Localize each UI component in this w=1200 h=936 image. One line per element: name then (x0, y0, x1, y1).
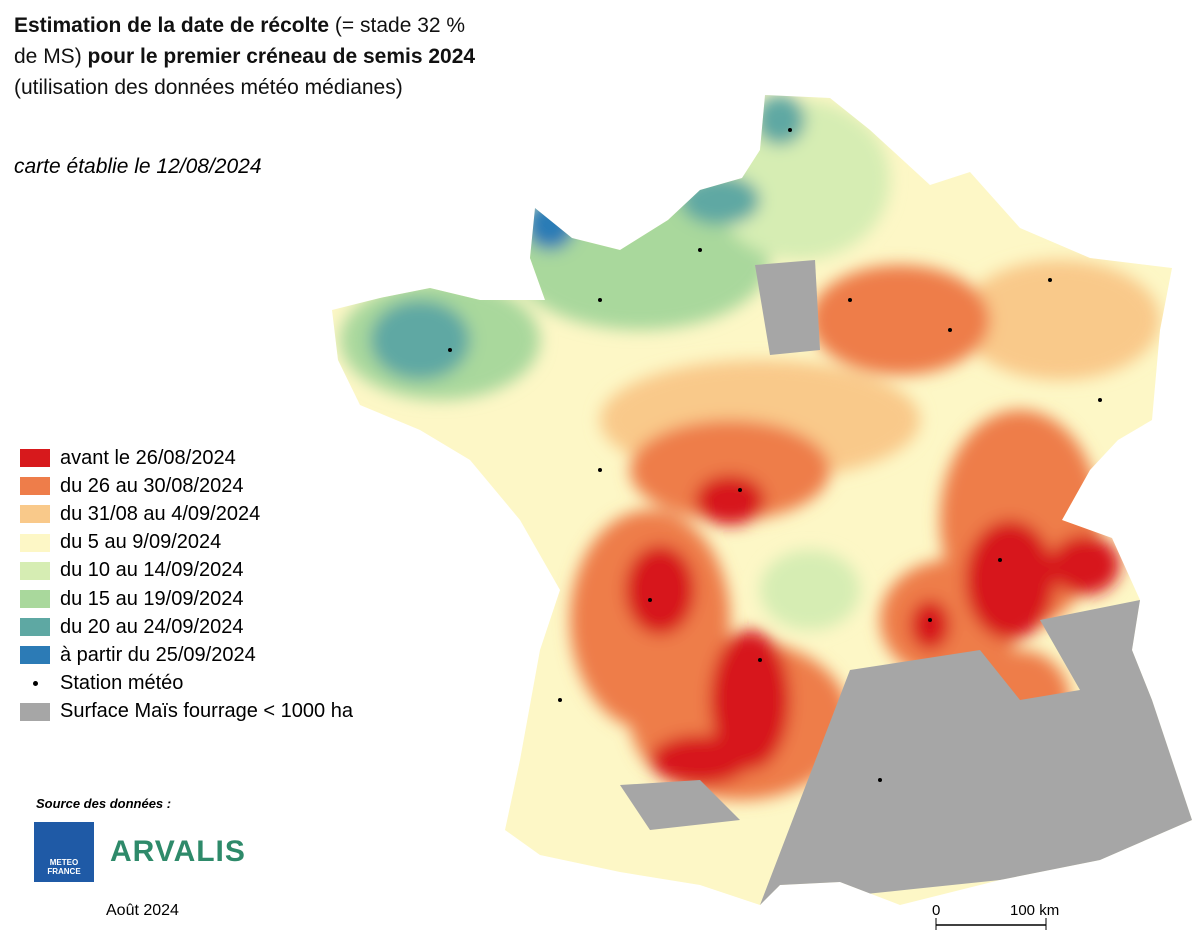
legend-swatch (20, 533, 50, 552)
arvalis-logo: ARVALIS (110, 835, 246, 868)
legend-swatch (20, 618, 50, 637)
legend-label: du 10 au 14/09/2024 (60, 559, 244, 582)
legend-item: du 26 au 30/08/2024 (20, 472, 353, 500)
legend-label: Station météo (60, 672, 184, 695)
legend-item: à partir du 25/09/2024 (20, 641, 353, 669)
legend-item: Station météo (20, 670, 353, 698)
title-part: de MS) (14, 45, 88, 68)
note: carte établie le 12/08/2024 (14, 155, 262, 178)
legend-dot (20, 681, 50, 687)
date: Août 2024 (106, 902, 179, 919)
meteo-logo: METEO FRANCE (34, 822, 94, 882)
legend-item: du 5 au 9/09/2024 (20, 529, 353, 557)
legend-item: avant le 26/08/2024 (20, 444, 353, 472)
legend-swatch (20, 702, 50, 721)
title-part: pour le premier créneau de semis 2024 (87, 45, 476, 68)
legend-swatch (20, 646, 50, 665)
legend-label: du 20 au 24/09/2024 (60, 615, 244, 638)
legend: avant le 26/08/2024 du 26 au 30/08/2024 du… (20, 444, 353, 726)
scale-start: 0 (932, 902, 940, 919)
legend-item: du 31/08 au 4/09/2024 (20, 500, 353, 528)
map-zones (332, 95, 1192, 905)
legend-label: avant le 26/08/2024 (60, 446, 236, 469)
legend-label: à partir du 25/09/2024 (60, 643, 256, 666)
legend-swatch (20, 477, 50, 496)
legend-item: du 10 au 14/09/2024 (20, 557, 353, 585)
stations (448, 128, 1102, 782)
legend-item: du 15 au 19/09/2024 (20, 585, 353, 613)
legend-swatch (20, 505, 50, 524)
title-part: (= stade 32 % (329, 14, 466, 37)
legend-label: du 31/08 au 4/09/2024 (60, 502, 261, 525)
legend-label: du 5 au 9/09/2024 (60, 531, 222, 554)
legend-swatch (20, 449, 50, 468)
title-part: Estimation de la date de récolte (14, 14, 330, 37)
legend-swatch (20, 590, 50, 609)
scale-end: 100 km (1010, 902, 1059, 919)
legend-item: du 20 au 24/09/2024 (20, 613, 353, 641)
source-label: Source des données : (36, 796, 172, 811)
legend-label: du 26 au 30/08/2024 (60, 474, 244, 497)
legend-label: du 15 au 19/09/2024 (60, 587, 244, 610)
legend-item: Surface Maïs fourrage < 1000 ha (20, 698, 353, 726)
legend-label: Surface Maïs fourrage < 1000 ha (60, 700, 353, 723)
subtitle: (utilisation des données météo médianes) (14, 76, 403, 99)
logo-text: FRANCE (47, 867, 81, 876)
logo-text: METEO (49, 858, 79, 867)
legend-swatch (20, 561, 50, 580)
title: Estimation de la date de récolte (= stad… (14, 10, 554, 103)
dot-mark (32, 681, 38, 687)
